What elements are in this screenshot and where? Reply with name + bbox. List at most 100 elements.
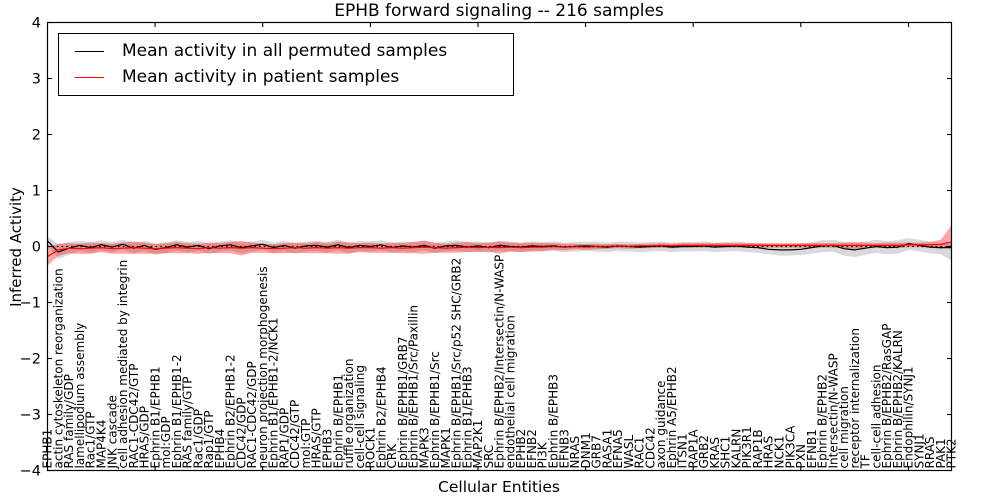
x-tick-label: Endophilin/SYNJ1: [902, 366, 916, 468]
x-tick-label: HRAS/GDP: [138, 406, 152, 469]
x-tick-label: Ephrin B1/EPHB1-2/NCK1: [267, 318, 281, 469]
x-tick-label: receptor internalization: [848, 328, 862, 468]
x-tick-label: PXN: [794, 444, 808, 468]
x-tick-label: ROCK1: [364, 427, 378, 469]
x-tick-label: EFNB1: [805, 429, 819, 468]
x-tick-label: Ephrin B/EPHB2/Intersectin/N-WASP: [493, 255, 507, 469]
x-tick-label: RAP1B: [751, 429, 765, 468]
x-tick-label: RASA1: [600, 429, 614, 469]
x-tick-label: cell migration: [837, 386, 851, 468]
x-tick-label: cell-cell signaling: [353, 365, 367, 469]
x-tick-label: PIK3CA: [783, 425, 797, 469]
x-tick-label: axon guidance: [654, 381, 668, 469]
x-tick-label: ITSN1: [676, 433, 690, 468]
x-tick-label: RAC1-CDC42/GTP: [127, 364, 141, 469]
x-tick-label: NRAS: [568, 436, 582, 469]
y-axis-label: Inferred Activity: [7, 187, 25, 307]
x-tick-label: endothelial cell migration: [504, 315, 518, 468]
x-tick-label: PI3K: [536, 441, 550, 468]
x-tick-label: Ephrin B/EPHB1/Src/Paxillin: [407, 305, 421, 469]
y-tick-label: 3: [32, 72, 41, 88]
x-tick-label: cell adhesion mediated by integrin: [116, 260, 130, 469]
legend: Mean activity in all permuted samples Me…: [58, 33, 514, 96]
x-tick-label: GRB7: [590, 435, 604, 469]
x-tick-label: JNK cascade: [105, 395, 119, 469]
y-tick-label: 1: [32, 184, 41, 200]
x-tick-label: PIK3R1: [740, 426, 754, 468]
y-tick-labels: −4 −3 −2 −1 0 1 2 3 4: [20, 16, 41, 480]
x-tick-label: EFNA5: [611, 429, 625, 468]
x-tick-label: RAP1A: [686, 429, 700, 469]
y-tick-label: −2: [20, 352, 41, 368]
x-tick-label: neuron projection morphogenesis: [256, 266, 270, 468]
x-tick-label: RRAS: [923, 436, 937, 468]
x-tick-label: SHC1: [719, 436, 733, 469]
x-tick-label: Rac1/GDP: [191, 409, 205, 468]
chart-title: EPHB forward signaling -- 216 samples: [334, 1, 664, 21]
x-tick-label: EPHB2: [514, 429, 528, 469]
x-tick-label: CDC42/GDP: [234, 397, 248, 468]
x-tick-label: actin cytoskeleton reorganization: [52, 268, 66, 468]
x-tick-label: MAP4K4: [95, 420, 109, 469]
y-tick-label: 0: [32, 240, 41, 256]
x-tick-label: EPHB4: [213, 429, 227, 469]
x-tick-label: WASL: [622, 434, 636, 468]
x-tick-label: Ephrin B/EPHB1/Src: [428, 351, 442, 468]
legend-item-permuted: Mean activity in all permuted samples: [59, 38, 513, 64]
x-tick-label: RAS family/GTP: [181, 376, 195, 468]
x-tick-label: KALRN: [730, 429, 744, 469]
x-tick-label: GRB2: [697, 435, 711, 469]
x-tick-label: CDC42: [643, 427, 657, 468]
x-tick-label: RAC1-CDC42/GDP: [245, 361, 259, 468]
x-tick-label: KRAS: [708, 437, 722, 469]
x-tick-label: SRC: [482, 445, 496, 469]
legend-label-patient: Mean activity in patient samples: [122, 67, 400, 88]
x-tick-label: mol:GDP: [159, 416, 173, 468]
x-tick-label: NCK1: [773, 436, 787, 469]
x-tick-label: Ephrin B2/EPHB1-2: [224, 354, 238, 468]
x-tick-label: lamellipodium assembly: [73, 323, 87, 469]
y-tick-label: −1: [20, 296, 41, 312]
x-tick-label: Ephrin B/EPHB1/GRB7: [396, 336, 410, 468]
std-band: [47, 236, 952, 261]
x-tick-label: DNM1: [579, 432, 593, 468]
x-tick-label: HRAS/GTP: [310, 408, 324, 468]
x-tick-label: MAPK1: [439, 427, 453, 468]
x-tick-label: Ephrin B1/EPHB3: [460, 366, 474, 468]
legend-label-permuted: Mean activity in all permuted samples: [122, 40, 448, 61]
x-tick-label: CRK: [385, 443, 399, 469]
x-tick-label: Ephrin A5/EPHB2: [665, 366, 679, 468]
y-tick-label: −3: [20, 408, 41, 424]
mean-line: [47, 240, 952, 253]
x-tick-label: Ephrin B1/EPHB1-2: [170, 354, 184, 468]
x-tick-label: Ephrin B/EPHB2: [816, 374, 830, 468]
x-tick-label: SYNJ1: [912, 433, 926, 468]
x-tick-label: Ephrin B/EPHB3: [547, 374, 561, 468]
y-tick-label: 4: [32, 16, 41, 32]
tick-marks: [47, 21, 952, 472]
x-tick-label: PAK1: [934, 438, 948, 468]
x-tick-label: CDC42/GTP: [288, 400, 302, 469]
x-tick-label: MAPK3: [417, 427, 431, 468]
permuted-line-swatch-icon: [75, 50, 104, 52]
x-tick-label: EFNB3: [557, 429, 571, 468]
x-tick-label: ruffle organization: [342, 359, 356, 469]
x-tick-label: EPHB3: [321, 429, 335, 469]
x-tick-label: mol:GTP: [299, 419, 313, 469]
legend-item-patient: Mean activity in patient samples: [59, 65, 513, 91]
x-tick-label: HRAS: [762, 436, 776, 469]
x-tick-label: Ephrin B/EPHB1: [331, 374, 345, 468]
x-tick-label: Ephrin B1/EPHB1: [148, 366, 162, 468]
x-tick-label: EFNB2: [525, 429, 539, 468]
y-tick-label: 2: [32, 128, 41, 144]
x-tick-label: Intersectin/N-WASP: [826, 353, 840, 468]
x-tick-label: RAC1: [633, 437, 647, 469]
x-tick-label: MAP2K1: [471, 420, 485, 469]
x-axis-label: Cellular Entities: [438, 478, 560, 496]
x-tick-label: TF: [859, 454, 873, 469]
patient-line-swatch-icon: [75, 77, 104, 79]
mean-line: [47, 241, 952, 258]
